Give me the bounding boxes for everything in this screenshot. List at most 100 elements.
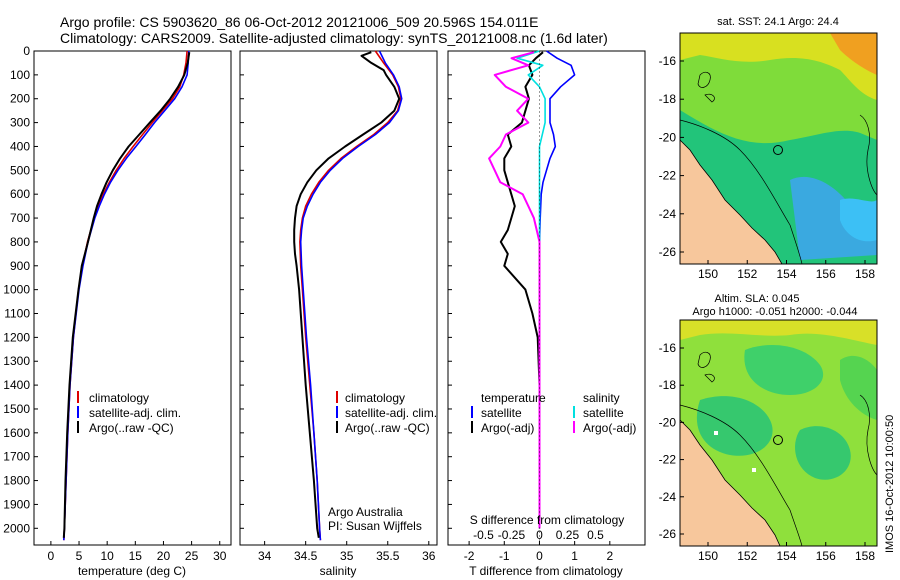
depth-tick-label: 1000 (3, 283, 30, 297)
lat-tick-label: -26 (659, 527, 677, 541)
depth-tick-label: 800 (10, 235, 30, 249)
legend-label-sal-satellite: satellite (583, 406, 624, 420)
salinity-legend: climatology satellite-adj. clim. Argo(..… (336, 391, 437, 435)
lon-tick-label: 158 (855, 267, 875, 281)
axis-ticks: 0100200300400500600700800900100011001200… (3, 44, 613, 563)
sst-coldest-region (840, 198, 877, 242)
lat-tick-label: -24 (659, 490, 677, 504)
sst-shelf-contour (679, 119, 803, 265)
lat-tick-label: -20 (659, 415, 677, 429)
sst-map-frame (679, 32, 878, 265)
sst-cold-region (790, 176, 877, 260)
x2-tick-label: 0.25 (556, 528, 580, 542)
lat-tick-label: -20 (659, 130, 677, 144)
sla-map-frame (679, 319, 878, 547)
depth-tick-label: 1500 (3, 402, 30, 416)
x2-tick-label: 0.5 (587, 528, 604, 542)
sst-hot-region (830, 33, 877, 75)
x-tick-label: 34.5 (294, 549, 318, 563)
lat-tick-label: -18 (659, 92, 677, 106)
sla-reef-outline-2 (704, 373, 715, 383)
x-tick-label: 30 (213, 549, 227, 563)
depth-tick-label: 1100 (4, 307, 30, 321)
x-tick-label: 1 (571, 549, 578, 563)
depth-tick-label: 2000 (3, 521, 30, 535)
legend-title-temperature: temperature (481, 391, 546, 405)
sla-eddy-3 (795, 426, 851, 480)
figure-title-line2: Climatology: CARS2009. Satellite-adjuste… (60, 30, 608, 46)
series-line-argo-raw-qc- (293, 51, 401, 538)
x-tick-label: 35.5 (376, 549, 400, 563)
depth-tick-label: 1200 (3, 330, 30, 344)
sst-longitude-ticks: 150 152 154 156 158 (698, 260, 875, 281)
s-difference-axis-label: S difference from climatology (470, 513, 625, 527)
legend-label-sal-argo: Argo(-adj) (583, 421, 636, 435)
legend-label-satellite: satellite-adj. clim. (345, 406, 437, 420)
sst-latitude-ticks: -16 -18 -20 -22 -24 -26 (659, 54, 684, 259)
difference-panel-frame (447, 50, 646, 546)
depth-tick-label: 100 (10, 68, 30, 82)
x-tick-label: 36 (422, 549, 436, 563)
sla-argo-location-marker (773, 435, 783, 445)
profile-lines (62, 50, 576, 545)
x-tick-label: 0 (48, 549, 55, 563)
depth-tick-label: 0 (23, 44, 30, 58)
depth-tick-label: 1700 (3, 450, 30, 464)
series-line-climatology (63, 50, 188, 541)
sst-reef-outline-2 (704, 93, 715, 103)
series-line-satellite-adj-clim- (63, 50, 190, 541)
sla-latitude-ticks: -16 -18 -20 -22 -24 -26 (659, 341, 684, 541)
depth-tick-label: 600 (10, 187, 30, 201)
depth-tick-label: 1400 (3, 378, 30, 392)
imos-watermark: IMOS 16-Oct-2012 10:00:50 (884, 415, 896, 553)
lat-tick-label: -24 (659, 207, 677, 221)
x-tick-label: 15 (129, 549, 143, 563)
sla-eddy-4 (840, 355, 877, 420)
depth-tick-label: 1800 (3, 474, 30, 488)
legend-label-climatology: climatology (89, 391, 149, 405)
sst-map-title: sat. SST: 24.1 Argo: 24.4 (717, 16, 839, 28)
x-tick-label: -1 (499, 549, 510, 563)
depth-tick-label: 300 (10, 116, 30, 130)
legend-title-salinity: salinity (583, 391, 620, 405)
lon-tick-label: 150 (698, 267, 718, 281)
series-line-satellite-adj-clim- (299, 50, 403, 541)
series-line-salinity-argo-adj- (488, 51, 541, 529)
x-tick-label: -2 (464, 549, 475, 563)
depth-tick-label: 400 (10, 139, 30, 153)
sla-map-title-line2: Argo h1000: -0.051 h2000: -0.044 (692, 306, 857, 318)
temperature-panel-frame (33, 50, 232, 546)
x-tick-label: 25 (185, 549, 199, 563)
temperature-axis-label: temperature (deg C) (78, 564, 186, 578)
lon-tick-label: 150 (698, 549, 718, 563)
sla-high-band (680, 320, 877, 345)
x-tick-label: 35 (340, 549, 354, 563)
sst-map (679, 32, 878, 265)
difference-legend: temperature salinity satellite Argo(-adj… (471, 391, 636, 435)
depth-tick-label: 1900 (3, 497, 30, 511)
lat-tick-label: -22 (659, 169, 677, 183)
depth-tick-label: 900 (10, 259, 30, 273)
x-tick-label: 2 (606, 549, 613, 563)
sla-reef-outline (697, 351, 711, 368)
sst-reef-contour (859, 114, 878, 196)
lon-tick-label: 158 (855, 549, 875, 563)
lat-tick-label: -26 (659, 245, 677, 259)
sla-reef-contour (859, 394, 878, 476)
lon-tick-label: 156 (816, 267, 836, 281)
x-tick-label: 5 (76, 549, 83, 563)
legend-label-argo: Argo(..raw -QC) (345, 421, 430, 435)
x-tick-label: 20 (157, 549, 171, 563)
salinity-axis-label: salinity (320, 564, 357, 578)
sst-warm-region (680, 33, 877, 100)
lon-tick-label: 154 (776, 267, 796, 281)
legend-label-temp-satellite: satellite (481, 406, 522, 420)
temperature-legend: climatology satellite-adj. clim. Argo(..… (77, 391, 181, 435)
legend-label-temp-argo: Argo(-adj) (481, 421, 534, 435)
sla-map (679, 319, 878, 547)
depth-tick-label: 700 (10, 211, 30, 225)
lon-tick-label: 154 (776, 549, 796, 563)
series-line-climatology (299, 50, 402, 541)
legend-label-climatology: climatology (345, 391, 405, 405)
series-line-argo-raw-qc- (62, 52, 191, 538)
